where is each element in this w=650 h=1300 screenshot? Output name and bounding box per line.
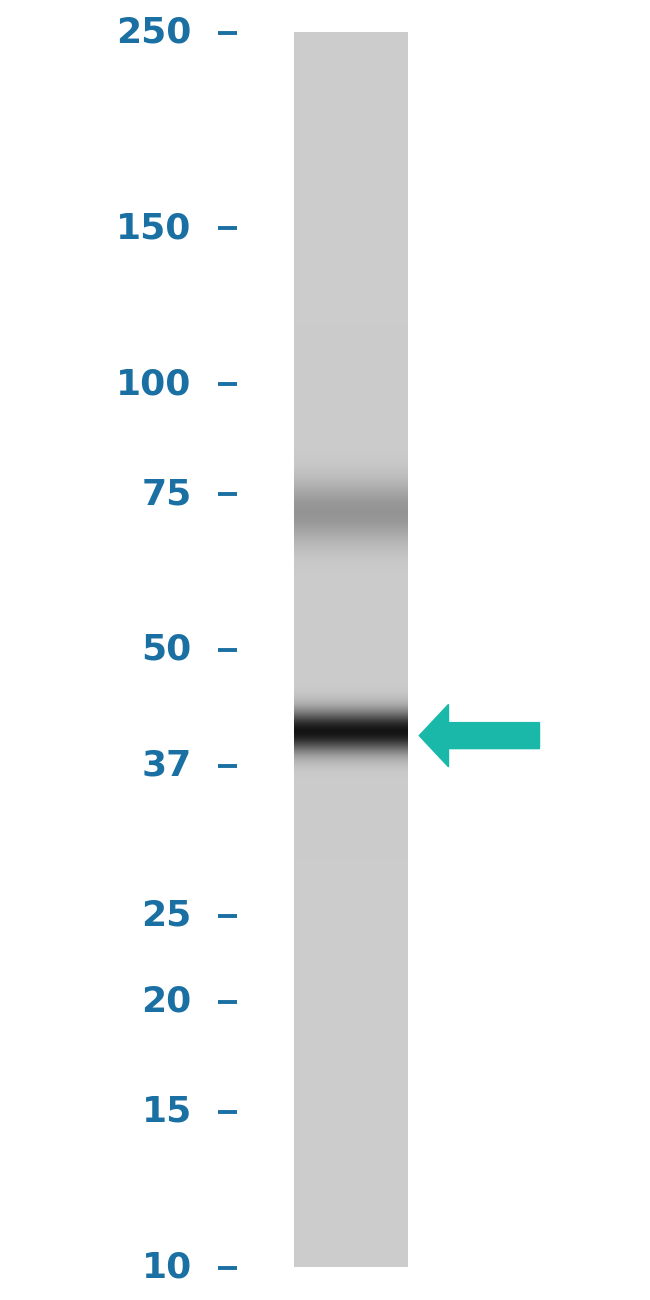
Text: 37: 37 [142,749,192,783]
Text: 25: 25 [142,898,192,933]
Text: 10: 10 [142,1251,192,1284]
Text: 250: 250 [116,16,192,49]
Text: 50: 50 [142,633,192,667]
Text: 100: 100 [116,367,192,402]
Text: 20: 20 [142,984,192,1019]
FancyArrow shape [419,705,540,767]
Text: 150: 150 [116,212,192,246]
Text: 15: 15 [142,1095,192,1128]
Text: 75: 75 [142,477,192,511]
